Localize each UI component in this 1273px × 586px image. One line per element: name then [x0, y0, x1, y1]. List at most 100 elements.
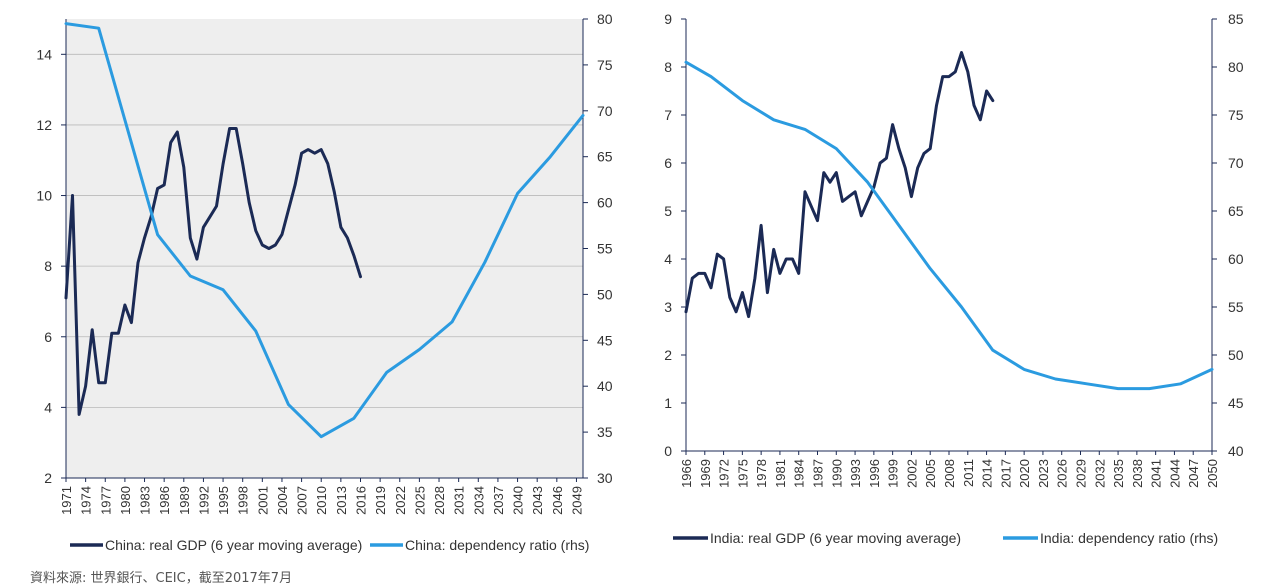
india-left-tick-label: 4: [664, 251, 672, 267]
india-x-tick-label: 2017: [998, 459, 1013, 488]
china-left-tick-label: 14: [36, 46, 52, 62]
china-x-tick-label: 1995: [216, 486, 231, 515]
china-gdp-line: [64, 127, 362, 416]
china-x-tick-label: 1986: [157, 486, 172, 515]
india-x-tick-label: 1993: [848, 459, 863, 488]
china-legend-label: China: dependency ratio (rhs): [405, 537, 589, 553]
india-left-tick-label: 2: [664, 347, 672, 363]
china-right-tick-label: 50: [597, 286, 613, 302]
india-right-tick-label: 70: [1228, 155, 1244, 171]
china-left-tick-label: 10: [36, 188, 52, 204]
china-x-tick-label: 2034: [471, 486, 486, 515]
china-x-tick-label: 2040: [511, 486, 526, 515]
china-x-tick-label: 1977: [98, 486, 113, 515]
india-x-tick-label: 1981: [773, 459, 788, 488]
india-x-tick-label: 2035: [1111, 459, 1126, 488]
india-x-tick-label: 2008: [942, 459, 957, 488]
india-left-tick-label: 5: [664, 203, 672, 219]
china-x-tick-label: 1992: [196, 486, 211, 515]
india-left-tick-label: 3: [664, 299, 672, 315]
china-x-tick-label: 1971: [59, 486, 74, 515]
india-x-tick-label: 2038: [1130, 459, 1145, 488]
china-right-tick-label: 45: [597, 332, 613, 348]
china-x-tick-label: 2025: [412, 486, 427, 515]
china-right-tick-label: 40: [597, 378, 613, 394]
china-x-tick-label: 2043: [530, 486, 545, 515]
india-x-tick-label: 1975: [735, 459, 750, 488]
china-legend-label: China: real GDP (6 year moving average): [105, 537, 362, 553]
source-note: 資料來源: 世界銀行、CEIC，截至2017年7月: [30, 571, 293, 586]
china-x-tick-label: 2004: [275, 486, 290, 515]
india-left-tick-label: 1: [664, 395, 672, 411]
india-x-tick-label: 2011: [961, 459, 976, 487]
india-legend-label: India: dependency ratio (rhs): [1040, 530, 1218, 546]
india-right-tick-label: 80: [1228, 59, 1244, 75]
china-x-tick-label: 2022: [393, 486, 408, 515]
india-x-tick-label: 1978: [754, 459, 769, 488]
india-x-tick-label: 2020: [1017, 459, 1032, 488]
china-x-tick-label: 2016: [353, 486, 368, 515]
china-x-tick-label: 2001: [255, 486, 270, 515]
china-left-tick-label: 12: [36, 117, 52, 133]
india-x-tick-label: 1999: [886, 459, 901, 488]
india-x-tick-label: 2047: [1186, 459, 1201, 488]
india-x-tick-label: 2050: [1205, 459, 1220, 488]
china-left-tick-label: 2: [44, 470, 52, 486]
india-x-tick-label: 2002: [904, 459, 919, 488]
india-x-tick-label: 1996: [867, 459, 882, 488]
china-right-tick-label: 65: [597, 149, 613, 165]
china-left-tick-label: 4: [44, 399, 52, 415]
china-left-tick-label: 8: [44, 258, 52, 274]
india-x-tick-label: 2023: [1036, 459, 1051, 488]
india-x-tick-label: 2005: [923, 459, 938, 488]
china-x-tick-label: 2046: [550, 486, 565, 515]
india-right-tick-label: 60: [1228, 251, 1244, 267]
india-right-tick-label: 85: [1228, 11, 1244, 27]
india-x-tick-label: 2026: [1055, 459, 1070, 488]
india-left-tick-label: 6: [664, 155, 672, 171]
china-x-tick-label: 2010: [314, 486, 329, 515]
china-plot-area: [66, 19, 583, 478]
china-right-tick-label: 55: [597, 241, 613, 257]
india-right-tick-label: 50: [1228, 347, 1244, 363]
india-dependency-line: [684, 60, 1214, 391]
china-right-tick-label: 75: [597, 57, 613, 73]
china-x-tick-label: 2028: [432, 486, 447, 515]
india-x-tick-label: 1984: [792, 459, 807, 488]
india-right-tick-label: 55: [1228, 299, 1244, 315]
india-x-tick-label: 1969: [698, 459, 713, 488]
china-x-tick-label: 1980: [118, 486, 133, 515]
china-panel: 2 4 6 8 10 12 14 30 35 40 45 50 55 60 65 70 75 80 1971 1974…: [36, 11, 612, 553]
india-right-tick-label: 65: [1228, 203, 1244, 219]
india-x-tick-label: 2041: [1149, 459, 1164, 488]
china-x-tick-label: 2013: [334, 486, 349, 515]
india-left-tick-label: 8: [664, 59, 672, 75]
india-x-tick-label: 1972: [717, 459, 732, 488]
india-left-tick-label: 9: [664, 11, 672, 27]
china-dependency-line: [64, 22, 585, 439]
china-x-tick-label: 2007: [295, 486, 310, 515]
india-left-tick-label: 7: [664, 107, 672, 123]
india-x-tick-label: 1987: [811, 459, 826, 488]
india-right-tick-label: 40: [1228, 443, 1244, 459]
india-x-tick-label: 2014: [980, 459, 995, 488]
china-right-tick-label: 30: [597, 470, 613, 486]
china-x-tick-label: 2031: [452, 486, 467, 515]
china-right-tick-label: 60: [597, 195, 613, 211]
china-left-tick-label: 6: [44, 329, 52, 345]
india-legend-label: India: real GDP (6 year moving average): [710, 530, 961, 546]
india-gdp-line: [684, 51, 995, 319]
china-x-tick-label: 2049: [569, 486, 584, 515]
india-x-tick-label: 1966: [679, 459, 694, 488]
india-x-tick-label: 2032: [1092, 459, 1107, 488]
india-left-tick-label: 0: [664, 443, 672, 459]
india-right-tick-label: 75: [1228, 107, 1244, 123]
india-x-tick-label: 1990: [829, 459, 844, 488]
china-right-tick-label: 80: [597, 11, 613, 27]
china-right-tick-label: 35: [597, 424, 613, 440]
china-right-tick-label: 70: [597, 103, 613, 119]
china-x-tick-label: 1998: [236, 486, 251, 515]
india-plot-area: [686, 19, 1212, 451]
